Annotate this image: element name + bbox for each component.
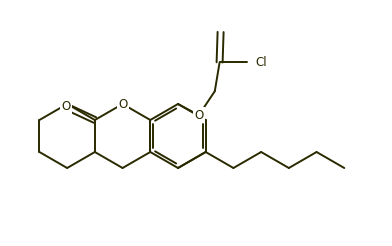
Text: Cl: Cl bbox=[256, 56, 267, 69]
Text: O: O bbox=[61, 100, 71, 113]
Text: O: O bbox=[194, 109, 203, 122]
Text: O: O bbox=[118, 97, 127, 110]
